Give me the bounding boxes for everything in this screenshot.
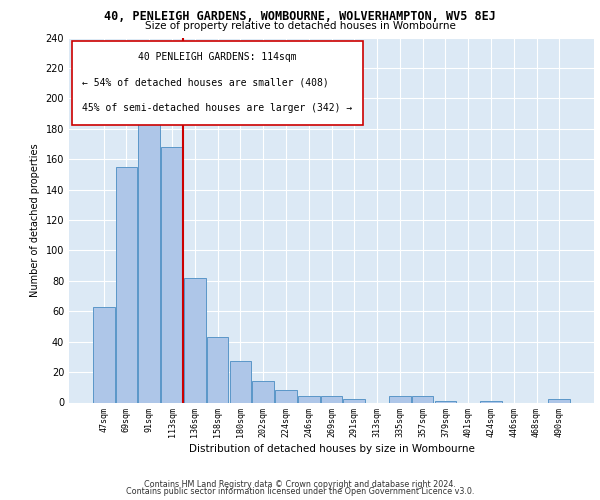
Bar: [184, 278, 206, 402]
Text: 45% of semi-detached houses are larger (342) →: 45% of semi-detached houses are larger (…: [82, 103, 352, 113]
Bar: [298, 396, 320, 402]
Bar: [343, 400, 365, 402]
Text: Contains public sector information licensed under the Open Government Licence v3: Contains public sector information licen…: [126, 488, 474, 496]
Bar: [253, 381, 274, 402]
Bar: [161, 147, 183, 403]
Bar: [389, 396, 410, 402]
Bar: [434, 401, 456, 402]
Text: ← 54% of detached houses are smaller (408): ← 54% of detached houses are smaller (40…: [82, 78, 329, 88]
Bar: [207, 337, 229, 402]
Bar: [93, 306, 115, 402]
Bar: [320, 396, 343, 402]
Bar: [480, 401, 502, 402]
Text: Contains HM Land Registry data © Crown copyright and database right 2024.: Contains HM Land Registry data © Crown c…: [144, 480, 456, 489]
Text: 40 PENLEIGH GARDENS: 114sqm: 40 PENLEIGH GARDENS: 114sqm: [138, 52, 296, 62]
Bar: [116, 167, 137, 402]
Bar: [548, 400, 570, 402]
Bar: [139, 109, 160, 403]
Bar: [412, 396, 433, 402]
Bar: [230, 362, 251, 403]
Text: Size of property relative to detached houses in Wombourne: Size of property relative to detached ho…: [145, 21, 455, 31]
Text: 40, PENLEIGH GARDENS, WOMBOURNE, WOLVERHAMPTON, WV5 8EJ: 40, PENLEIGH GARDENS, WOMBOURNE, WOLVERH…: [104, 10, 496, 23]
X-axis label: Distribution of detached houses by size in Wombourne: Distribution of detached houses by size …: [188, 444, 475, 454]
Bar: [275, 390, 297, 402]
Y-axis label: Number of detached properties: Number of detached properties: [30, 143, 40, 297]
FancyBboxPatch shape: [71, 41, 363, 125]
